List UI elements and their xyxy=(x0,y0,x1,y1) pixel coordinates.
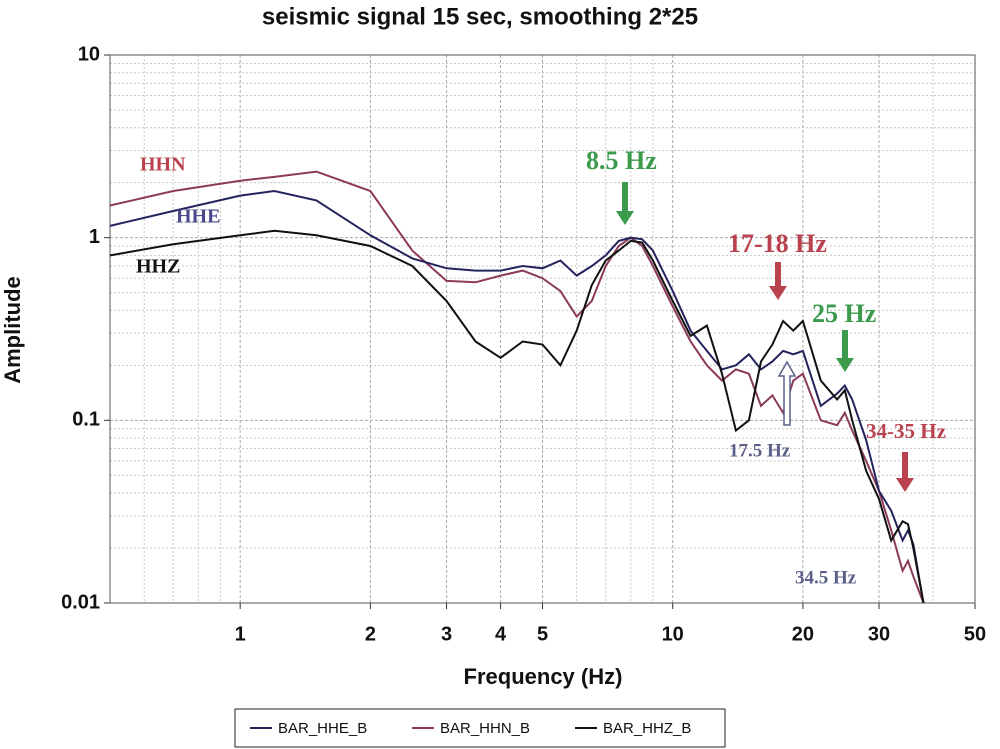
annotation: HHE xyxy=(176,206,220,228)
y-tick-label: 1 xyxy=(89,226,100,248)
annotation: HHZ xyxy=(136,256,180,278)
legend-label: BAR_HHE_B xyxy=(278,720,367,737)
annotation: 34.5 Hz xyxy=(795,567,857,588)
annotation: 17.5 Hz xyxy=(729,440,791,461)
annotation: 17-18 Hz xyxy=(728,229,827,258)
x-tick-label: 10 xyxy=(662,623,684,645)
legend-box xyxy=(234,708,726,748)
annotation: 25 Hz xyxy=(812,299,876,328)
legend-label: BAR_HHZ_B xyxy=(603,720,691,737)
annotation: 34-35 Hz xyxy=(866,419,946,443)
x-axis-label: Frequency (Hz) xyxy=(464,664,623,689)
annotation: 8.5 Hz xyxy=(586,146,657,175)
x-tick-label: 50 xyxy=(964,623,986,645)
x-tick-label: 1 xyxy=(235,623,246,645)
chart-title: seismic signal 15 sec, smoothing 2*25 xyxy=(262,3,698,30)
annotation-arrow xyxy=(896,452,914,492)
y-tick-label: 0.1 xyxy=(72,409,100,431)
x-tick-label: 20 xyxy=(792,623,814,645)
annotation-arrow xyxy=(616,182,634,225)
series-line xyxy=(109,229,925,604)
x-tick-label: 3 xyxy=(441,623,452,645)
annotation-arrow xyxy=(777,360,797,426)
y-tick-label: 10 xyxy=(78,43,100,65)
y-tick-label: 0.01 xyxy=(61,591,100,613)
annotation: HHN xyxy=(140,154,186,176)
plot-frame xyxy=(109,54,976,604)
x-tick-label: 30 xyxy=(868,623,890,645)
legend-label: BAR_HHN_B xyxy=(440,720,530,737)
annotation-arrow xyxy=(836,330,854,372)
x-tick-label: 4 xyxy=(495,623,507,645)
annotation-arrow xyxy=(769,262,787,300)
x-tick-label: 2 xyxy=(365,623,376,645)
y-axis-label: Amplitude xyxy=(0,276,25,384)
x-tick-label: 5 xyxy=(537,623,548,645)
series-line xyxy=(109,189,925,604)
series-line xyxy=(109,170,925,604)
